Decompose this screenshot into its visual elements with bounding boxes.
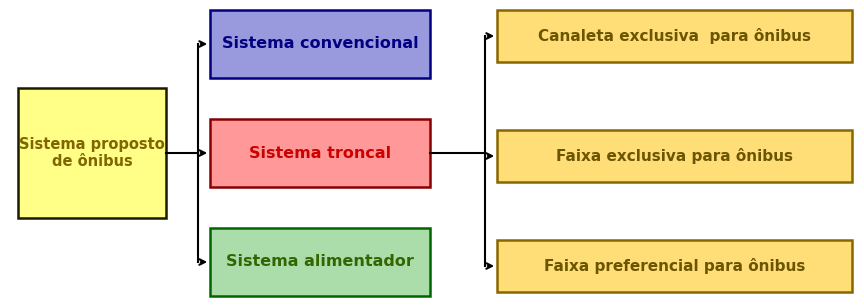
Text: Faixa exclusiva para ônibus: Faixa exclusiva para ônibus: [556, 148, 793, 164]
Text: Faixa preferencial para ônibus: Faixa preferencial para ônibus: [543, 258, 805, 274]
Text: Canaleta exclusiva  para ônibus: Canaleta exclusiva para ônibus: [538, 28, 811, 44]
Bar: [210, 119, 430, 187]
Text: Sistema proposto
de ônibus: Sistema proposto de ônibus: [19, 137, 165, 169]
Bar: [497, 240, 852, 292]
Text: Sistema troncal: Sistema troncal: [249, 145, 391, 161]
Text: Sistema alimentador: Sistema alimentador: [226, 255, 414, 270]
Bar: [497, 130, 852, 182]
Bar: [497, 10, 852, 62]
Bar: [210, 228, 430, 296]
Bar: [210, 10, 430, 78]
Bar: [18, 88, 166, 218]
Text: Sistema convencional: Sistema convencional: [222, 36, 418, 51]
